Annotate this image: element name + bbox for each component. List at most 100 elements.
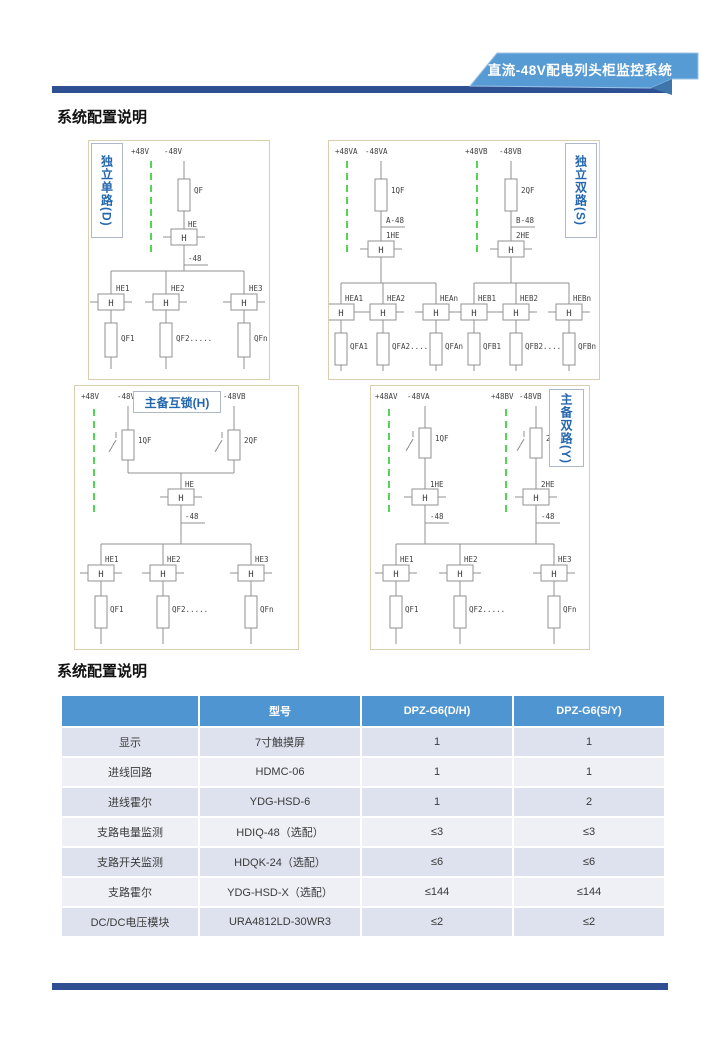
hall-sensor-h: H xyxy=(433,309,438,319)
fuse-symbol xyxy=(467,332,481,366)
diagram-title: 主备双路(Y) xyxy=(559,392,573,464)
fuse-symbol xyxy=(453,595,467,629)
diagram-title: 独立单路(D) xyxy=(99,154,114,227)
table-cell: 1 xyxy=(360,786,514,818)
section-title-diagrams: 系统配置说明 xyxy=(57,109,148,126)
fuse-label: 2QF xyxy=(521,186,535,195)
branch: HE2 H QF2..... xyxy=(145,271,212,369)
branch-fuse-label: QFn xyxy=(260,605,274,614)
breaker-symbol xyxy=(516,438,525,452)
fuse-symbol xyxy=(547,595,561,629)
hall-sensor-box xyxy=(502,303,530,321)
hall-sensor-box xyxy=(97,293,125,311)
table-cell: 1 xyxy=(360,756,514,788)
branch-hall-label: HE3 xyxy=(255,555,269,564)
hall-sensor-box xyxy=(522,488,550,506)
branch-fuse-label: QF2..... xyxy=(469,605,505,614)
fuse-label: QF xyxy=(194,186,204,195)
hall-sensor-box xyxy=(540,564,568,582)
pos-rail-label: +48V xyxy=(81,392,100,401)
hall-sensor-h: H xyxy=(422,494,427,504)
fuse-symbol xyxy=(177,178,191,212)
branch-fuse-label: QF1 xyxy=(121,334,135,343)
branch-hall-label: HEB1 xyxy=(478,294,496,303)
breaker-symbol xyxy=(405,438,414,452)
branch: HEAn H QFAn xyxy=(415,283,463,371)
branch-fuse-label: QFBn xyxy=(578,342,596,351)
hall-label: HE xyxy=(188,220,198,229)
table-cell: YDG-HSD-6 xyxy=(198,786,362,818)
table-cell: 1 xyxy=(512,726,666,758)
branch-hall-label: HE2 xyxy=(171,284,185,293)
pos-rail-label: +48AV xyxy=(375,392,398,401)
diagram-title-box: 独立单路(D) xyxy=(91,143,123,238)
table-header-cell: DPZ-G6(D/H) xyxy=(360,694,514,728)
branch-fuse-label: QF2..... xyxy=(176,334,212,343)
table-cell: ≤3 xyxy=(360,816,514,848)
fuse-symbol xyxy=(227,429,241,461)
hall-sensor-box xyxy=(446,564,474,582)
branch-hall-label: HE1 xyxy=(400,555,414,564)
config-table: 型号 DPZ-G6(D/H) DPZ-G6(S/Y) 显示 7寸触摸屏 1 1 进线回路 HD… xyxy=(60,694,666,938)
hall-sensor-box xyxy=(87,564,115,582)
hall-sensor-box xyxy=(369,303,397,321)
hall-label: 1HE xyxy=(430,480,444,489)
branch: HE3 H QFn xyxy=(223,271,268,369)
config-table-body: 显示 7寸触摸屏 1 1 进线回路 HDMC-06 1 1 进线霍尔 YDG-HSD-6 1 2 支路电… xyxy=(60,726,666,938)
hall-sensor-box xyxy=(555,303,583,321)
pos-rail-label: +48VA xyxy=(335,147,358,156)
fuse-symbol xyxy=(237,322,251,358)
table-cell: DC/DC电压模块 xyxy=(60,906,200,938)
hall-sensor-h: H xyxy=(513,309,518,319)
branch: HEB2 H QFB2.... xyxy=(495,283,561,371)
table-header-cell: 型号 xyxy=(198,694,362,728)
pos-rail-label: +48BV xyxy=(491,392,514,401)
hall-sensor-h: H xyxy=(163,299,168,309)
diagram-title-box: 主备互锁(H) xyxy=(133,391,221,413)
table-cell: ≤2 xyxy=(360,906,514,938)
hall-sensor-h: H xyxy=(533,494,538,504)
bus-label: B-48 xyxy=(516,216,535,225)
branch: HEB1 H QFB1 xyxy=(453,283,501,371)
branch-fuse-label: QFA1 xyxy=(350,342,368,351)
branch-fuse-label: QF1 xyxy=(405,605,419,614)
branch-hall-label: HEB2 xyxy=(520,294,538,303)
table-cell: 进线霍尔 xyxy=(60,786,200,818)
diagram-interlock: 主备互锁(H) +48V -48VA -48VB 1QF 2QF HE H -4… xyxy=(74,385,299,650)
hall-sensor-h: H xyxy=(241,299,246,309)
hall-sensor-h: H xyxy=(551,570,556,580)
table-cell: ≤144 xyxy=(512,876,666,908)
fuse-label: 2QF xyxy=(244,436,258,445)
fuse-label: 1QF xyxy=(138,436,152,445)
fuse-symbol xyxy=(334,332,348,366)
branch-hall-label: HEBn xyxy=(573,294,591,303)
table-row: DC/DC电压模块 URA4812LD-30WR3 ≤2 ≤2 xyxy=(60,906,666,938)
table-row: 支路开关监测 HDQK-24（选配） ≤6 ≤6 xyxy=(60,846,666,878)
hall-sensor-box xyxy=(382,564,410,582)
branch: HE1 H QF1 xyxy=(90,271,135,369)
table-cell: HDQK-24（选配） xyxy=(198,846,362,878)
hall-sensor-h: H xyxy=(178,494,183,504)
hall-sensor-h: H xyxy=(457,570,462,580)
table-cell: YDG-HSD-X（选配） xyxy=(198,876,362,908)
hall-sensor-box xyxy=(237,564,265,582)
branch: HE1 H QF1 xyxy=(375,544,419,644)
hall-label: 1HE xyxy=(386,231,400,240)
header-top-bar xyxy=(52,86,668,93)
branch-hall-label: HEAn xyxy=(440,294,458,303)
fuse-symbol xyxy=(376,332,390,366)
hall-sensor-h: H xyxy=(98,570,103,580)
hall-sensor-h: H xyxy=(380,309,385,319)
header-ribbon-shape xyxy=(468,52,699,95)
table-header-row: 型号 DPZ-G6(D/H) DPZ-G6(S/Y) xyxy=(60,694,666,728)
branch-fuse-label: QFA2.... xyxy=(392,342,428,351)
table-cell: 支路开关监测 xyxy=(60,846,200,878)
table-header-cell xyxy=(60,694,200,728)
fuse-label: 1QF xyxy=(435,434,449,443)
branch-hall-label: HEA2 xyxy=(387,294,405,303)
neg-rail-label: -48V xyxy=(164,147,183,156)
branch: HEBn H QFBn xyxy=(548,283,596,371)
hall-sensor-h: H xyxy=(248,570,253,580)
hall-sensor-h: H xyxy=(566,309,571,319)
fuse-symbol xyxy=(156,595,170,629)
